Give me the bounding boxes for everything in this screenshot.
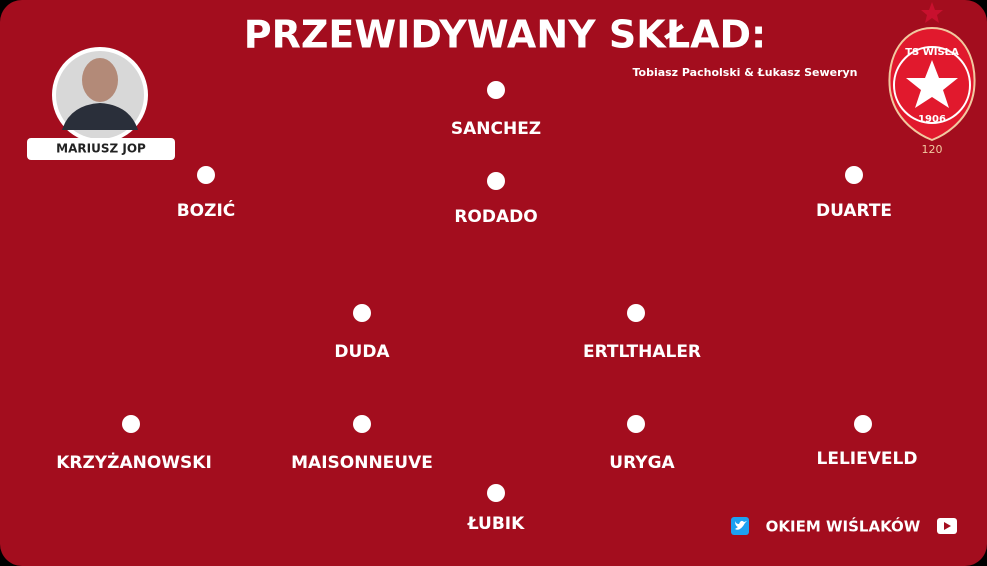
player-dot bbox=[487, 484, 505, 502]
player-dot bbox=[122, 415, 140, 433]
player-name: DUARTE bbox=[816, 201, 892, 221]
player-name: LELIEVELD bbox=[817, 449, 918, 469]
player-dot bbox=[854, 415, 872, 433]
coach-jacket bbox=[62, 103, 138, 130]
player-name: RODADO bbox=[454, 207, 537, 227]
player-name: BOZIĆ bbox=[177, 199, 236, 221]
player-dot bbox=[845, 166, 863, 184]
player-name: URYGA bbox=[609, 453, 675, 473]
player-dot bbox=[487, 81, 505, 99]
player-dot bbox=[627, 304, 645, 322]
player-dot bbox=[627, 415, 645, 433]
player-name: ŁUBIK bbox=[467, 514, 525, 534]
coach: MARIUSZ JOP bbox=[27, 47, 175, 160]
crest: TS WISŁA 1906 120 bbox=[888, 2, 976, 156]
player-dot bbox=[353, 415, 371, 433]
player-name: MAISONNEUVE bbox=[291, 453, 433, 473]
title: PRZEWIDYWANY SKŁAD: bbox=[244, 13, 767, 57]
coach-label-box bbox=[27, 138, 175, 160]
player-dot bbox=[197, 166, 215, 184]
player-name: ERTLTHALER bbox=[583, 342, 701, 362]
crest-year: 1906 bbox=[918, 114, 946, 125]
crest-top-star bbox=[921, 2, 943, 23]
twitter-bird bbox=[735, 520, 747, 530]
crest-name: TS WISŁA bbox=[905, 47, 959, 58]
player-name: SANCHEZ bbox=[451, 119, 541, 139]
player-dot bbox=[353, 304, 371, 322]
brand: OKIEM WIŚLAKÓW bbox=[766, 517, 921, 536]
player-name: DUDA bbox=[334, 342, 390, 362]
coach-head bbox=[82, 58, 118, 102]
player-dot bbox=[487, 172, 505, 190]
youtube-play bbox=[944, 522, 951, 530]
coach-name: MARIUSZ JOP bbox=[56, 142, 146, 156]
authors: Tobiasz Pacholski & Łukasz Seweryn bbox=[632, 66, 857, 79]
player-name: KRZYŻANOWSKI bbox=[56, 451, 212, 473]
crest-number: 120 bbox=[922, 143, 943, 156]
footer: OKIEM WIŚLAKÓW bbox=[731, 517, 957, 536]
crest-ring bbox=[893, 46, 971, 124]
crest-star bbox=[906, 60, 958, 108]
